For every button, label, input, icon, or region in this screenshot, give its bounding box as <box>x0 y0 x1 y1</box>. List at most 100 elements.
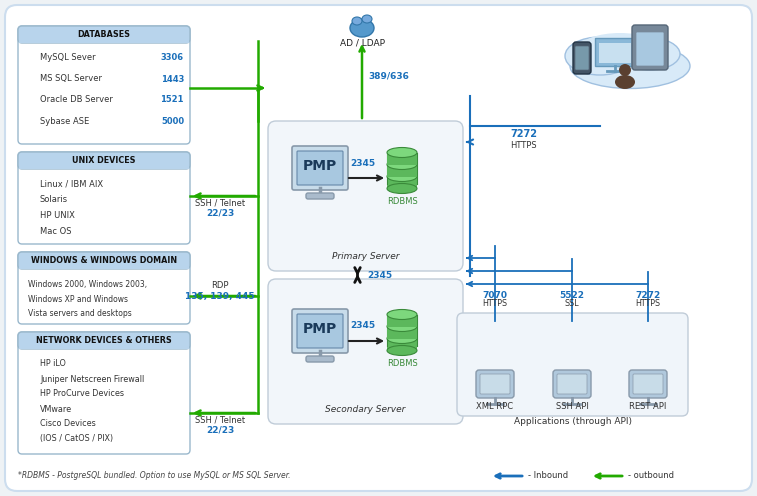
FancyBboxPatch shape <box>18 152 190 244</box>
Text: *RDBMS - PostgreSQL bundled. Option to use MySQL or MS SQL Server.: *RDBMS - PostgreSQL bundled. Option to u… <box>18 472 291 481</box>
Text: HP UNIX: HP UNIX <box>40 211 75 221</box>
Bar <box>19 260 189 269</box>
Text: Mac OS: Mac OS <box>40 228 71 237</box>
FancyBboxPatch shape <box>5 5 752 491</box>
Text: 7272: 7272 <box>635 291 661 300</box>
Ellipse shape <box>387 147 417 158</box>
Ellipse shape <box>615 75 635 89</box>
FancyBboxPatch shape <box>633 374 663 394</box>
Text: 7070: 7070 <box>482 291 507 300</box>
Ellipse shape <box>570 44 690 88</box>
Bar <box>387 177 417 188</box>
FancyBboxPatch shape <box>573 42 591 74</box>
Bar <box>387 165 417 177</box>
Text: SSL: SSL <box>565 299 579 308</box>
Ellipse shape <box>619 64 631 76</box>
FancyBboxPatch shape <box>476 370 514 398</box>
FancyBboxPatch shape <box>18 252 190 324</box>
FancyBboxPatch shape <box>636 32 664 66</box>
FancyBboxPatch shape <box>18 332 190 349</box>
Text: SSH / Telnet: SSH / Telnet <box>195 416 245 425</box>
Text: RDP: RDP <box>211 282 229 291</box>
Text: HP ProCurve Devices: HP ProCurve Devices <box>40 389 124 398</box>
Text: 389/636: 389/636 <box>368 71 409 80</box>
FancyBboxPatch shape <box>575 46 589 70</box>
Text: SSH API: SSH API <box>556 402 588 411</box>
Text: WINDOWS & WINDOWS DOMAIN: WINDOWS & WINDOWS DOMAIN <box>31 256 177 265</box>
FancyBboxPatch shape <box>18 332 190 454</box>
Text: PMP: PMP <box>303 159 337 173</box>
FancyBboxPatch shape <box>268 121 463 271</box>
FancyBboxPatch shape <box>18 26 190 43</box>
Text: Cisco Devices: Cisco Devices <box>40 420 95 429</box>
Text: VMware: VMware <box>40 405 72 414</box>
Text: Windows XP and Windows: Windows XP and Windows <box>28 295 128 304</box>
Text: HTTPS: HTTPS <box>635 299 661 308</box>
FancyBboxPatch shape <box>292 146 348 190</box>
Bar <box>19 160 189 169</box>
FancyBboxPatch shape <box>18 152 190 169</box>
Text: Vista servers and desktops: Vista servers and desktops <box>28 310 132 318</box>
FancyBboxPatch shape <box>553 370 591 398</box>
Text: 22/23: 22/23 <box>206 426 234 434</box>
Text: 1443: 1443 <box>160 74 184 83</box>
Ellipse shape <box>387 333 417 344</box>
Text: XML RPC: XML RPC <box>476 402 513 411</box>
Bar <box>387 326 417 338</box>
FancyBboxPatch shape <box>268 279 463 424</box>
FancyBboxPatch shape <box>297 151 343 185</box>
Ellipse shape <box>387 310 417 319</box>
Text: MS SQL Server: MS SQL Server <box>40 74 102 83</box>
FancyBboxPatch shape <box>18 26 190 144</box>
Text: RDBMS: RDBMS <box>387 359 417 368</box>
Bar <box>387 152 417 165</box>
Ellipse shape <box>387 184 417 193</box>
Text: UNIX DEVICES: UNIX DEVICES <box>72 156 136 165</box>
Text: DATABASES: DATABASES <box>77 30 130 39</box>
Text: Juniper Netscreen Firewall: Juniper Netscreen Firewall <box>40 374 145 383</box>
Text: 2345: 2345 <box>367 270 393 280</box>
Ellipse shape <box>350 19 374 37</box>
Text: 22/23: 22/23 <box>206 208 234 218</box>
FancyBboxPatch shape <box>306 356 334 362</box>
Bar <box>387 314 417 326</box>
Ellipse shape <box>352 17 362 25</box>
Bar <box>19 34 189 43</box>
Ellipse shape <box>580 33 660 63</box>
Text: 2345: 2345 <box>350 159 375 168</box>
Text: - outbound: - outbound <box>628 472 674 481</box>
Ellipse shape <box>387 172 417 182</box>
FancyBboxPatch shape <box>297 314 343 348</box>
FancyBboxPatch shape <box>457 313 688 416</box>
Text: SSH / Telnet: SSH / Telnet <box>195 198 245 207</box>
FancyBboxPatch shape <box>306 193 334 199</box>
Text: Sybase ASE: Sybase ASE <box>40 117 89 125</box>
Text: (IOS / CatOS / PIX): (IOS / CatOS / PIX) <box>40 434 113 443</box>
Ellipse shape <box>362 15 372 23</box>
Text: AD / LDAP: AD / LDAP <box>339 39 385 48</box>
Text: HP iLO: HP iLO <box>40 360 66 369</box>
Bar <box>595 38 635 66</box>
Text: NETWORK DEVICES & OTHERS: NETWORK DEVICES & OTHERS <box>36 336 172 345</box>
Text: Primary Server: Primary Server <box>332 252 399 261</box>
Text: Solaris: Solaris <box>40 195 68 204</box>
Ellipse shape <box>387 160 417 170</box>
Text: Oracle DB Server: Oracle DB Server <box>40 96 113 105</box>
Text: 7272: 7272 <box>510 129 537 139</box>
Ellipse shape <box>565 37 635 75</box>
Text: 1521: 1521 <box>160 96 184 105</box>
Text: Linux / IBM AIX: Linux / IBM AIX <box>40 180 103 188</box>
FancyBboxPatch shape <box>629 370 667 398</box>
FancyBboxPatch shape <box>557 374 587 394</box>
Ellipse shape <box>387 321 417 331</box>
Text: Windows 2000, Windows 2003,: Windows 2000, Windows 2003, <box>28 280 147 289</box>
Text: 3306: 3306 <box>161 54 184 62</box>
Text: PMP: PMP <box>303 322 337 336</box>
Text: MySQL Sever: MySQL Sever <box>40 54 95 62</box>
FancyBboxPatch shape <box>632 25 668 70</box>
FancyBboxPatch shape <box>292 309 348 353</box>
FancyBboxPatch shape <box>18 252 190 269</box>
Text: HTTPS: HTTPS <box>510 140 537 149</box>
Bar <box>387 338 417 351</box>
Text: RDBMS: RDBMS <box>387 196 417 205</box>
